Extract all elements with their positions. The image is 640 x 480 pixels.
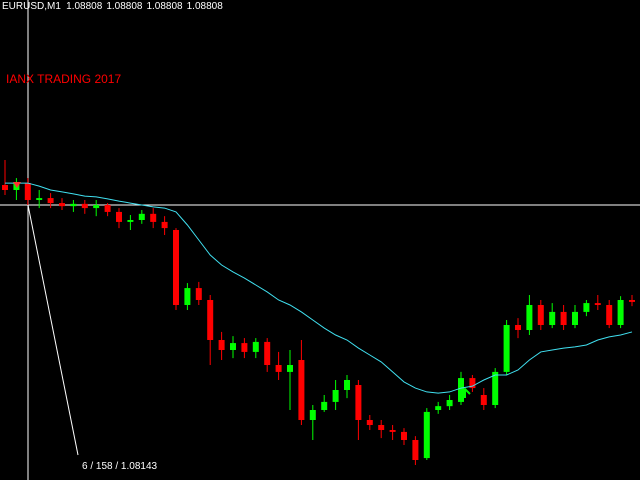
candle-body <box>480 395 487 405</box>
moving-average <box>5 182 633 394</box>
candle-body <box>36 198 43 200</box>
candle-body <box>81 203 88 209</box>
candle-body <box>70 203 77 207</box>
candle-body <box>59 203 65 207</box>
watermark: IANX TRADING 2017 <box>6 72 121 86</box>
candle-body <box>423 411 430 459</box>
candle-body <box>526 305 533 330</box>
candle-body <box>116 211 122 222</box>
candle-body <box>332 390 339 402</box>
candle-body <box>287 365 293 372</box>
candle-body <box>549 311 556 325</box>
candle-body <box>218 340 225 350</box>
candle-body <box>503 325 510 372</box>
candle-body <box>321 401 328 410</box>
plot <box>2 160 635 465</box>
measure-line <box>27 204 79 456</box>
candle-body <box>2 185 8 190</box>
candle-body <box>446 400 453 407</box>
ohlc-value: 1.08808 <box>66 1 103 12</box>
candle-body <box>150 213 157 222</box>
candle-body <box>401 431 407 440</box>
candle-body <box>435 406 442 410</box>
candle-body <box>24 183 31 200</box>
candle-body <box>515 325 521 330</box>
candle-body <box>161 221 168 229</box>
candle-body <box>583 303 590 312</box>
candle-body <box>47 198 54 204</box>
candle-body <box>560 311 567 325</box>
candle-body <box>252 341 259 352</box>
ohlc-value: 1.08808 <box>146 1 183 12</box>
candle-body <box>309 410 316 420</box>
candle-body <box>104 205 111 212</box>
candle-body <box>355 385 362 420</box>
sell-arrow <box>13 182 21 188</box>
candle-body <box>412 440 419 460</box>
candle-body <box>230 343 236 350</box>
crosshair-label: 6 / 158 / 1.08143 <box>82 461 158 472</box>
candle-body <box>389 430 396 432</box>
candle-body <box>173 230 179 305</box>
candle-body <box>469 378 476 389</box>
candle-body <box>275 365 282 372</box>
candle-body <box>195 288 202 300</box>
candle-body <box>93 205 100 209</box>
symbol: EURUSD,M1 <box>2 1 61 12</box>
candle-body <box>378 425 385 430</box>
buy-arrow <box>459 387 471 398</box>
candle-body <box>572 311 578 325</box>
candle-body <box>207 300 214 340</box>
candle-body <box>594 303 601 305</box>
candle-body <box>629 300 635 302</box>
ohlc-value: 1.08808 <box>187 1 224 12</box>
candle-body <box>458 378 464 402</box>
candle-body <box>127 220 134 222</box>
candle-body <box>492 371 499 405</box>
candle-body <box>298 360 305 420</box>
candle-body <box>138 213 145 220</box>
candle-body <box>241 343 248 352</box>
candle-body <box>606 305 613 325</box>
candle-body <box>344 380 350 390</box>
header: EURUSD,M1 1.08808 1.08808 1.08808 1.08808 <box>2 1 223 12</box>
candle-body <box>264 341 271 365</box>
candle-body <box>366 420 373 425</box>
candle-body <box>537 305 544 325</box>
candle-body <box>617 300 624 325</box>
candle-body <box>184 288 191 305</box>
ohlc-value: 1.08808 <box>106 1 143 12</box>
